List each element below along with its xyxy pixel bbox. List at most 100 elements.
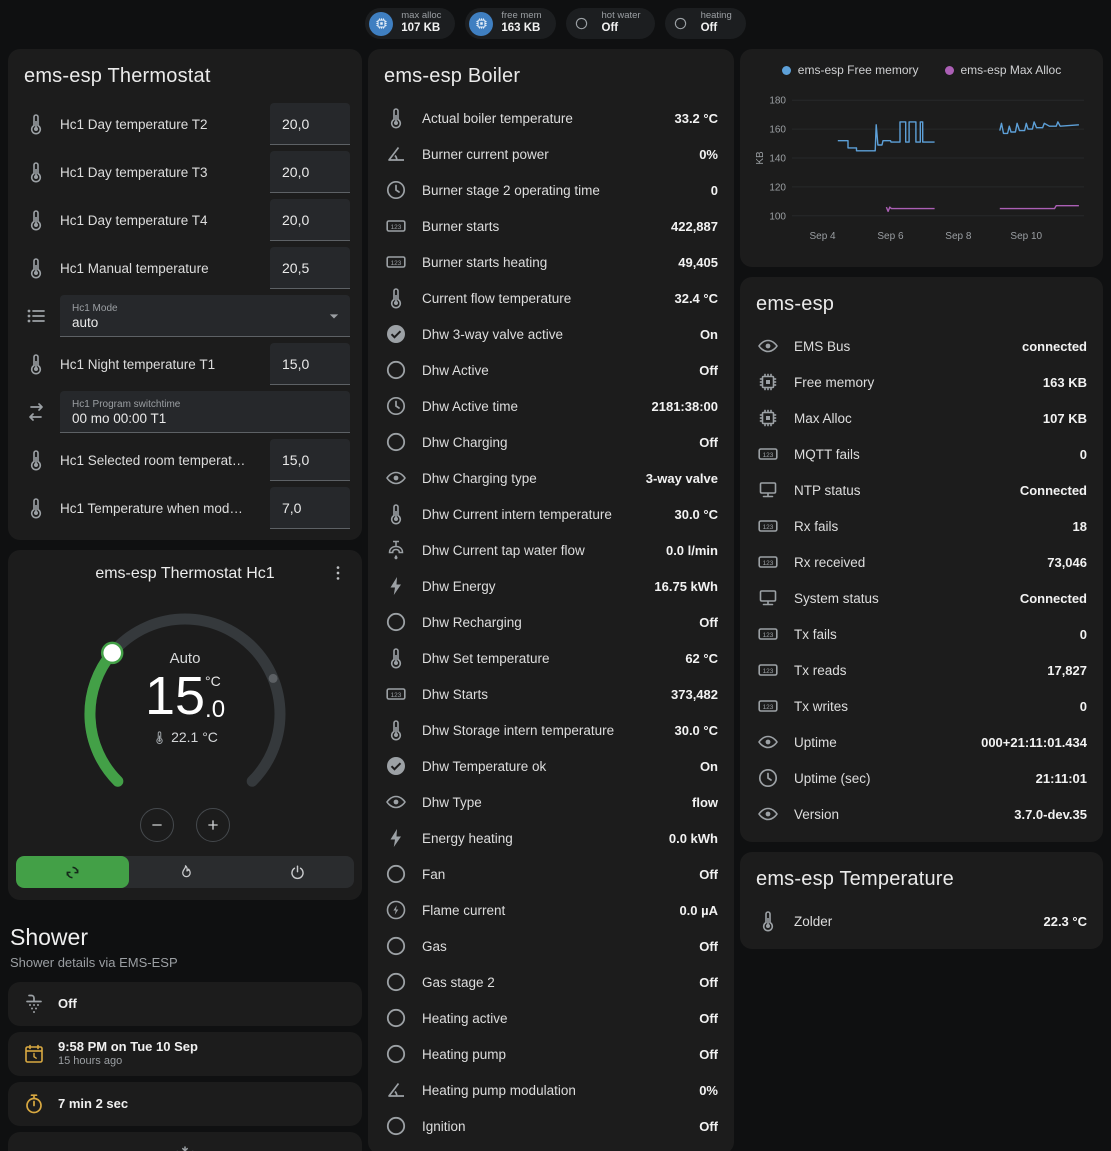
entity-row-dhw-current-tap-water-flow[interactable]: Dhw Current tap water flow 0.0 l/min [384,532,718,568]
shower-card-off[interactable]: Off [8,982,362,1026]
temp-increase-button[interactable] [196,808,230,842]
entity-row-max-alloc[interactable]: Max Alloc 107 KB [756,400,1087,436]
entity-row-free-memory[interactable]: Free memory 163 KB [756,364,1087,400]
entity-name: Dhw Recharging [422,614,522,630]
entity-row-hc1-day-temperature-t3[interactable]: Hc1 Day temperature T3 [24,148,350,196]
legend-item-ems-esp-max-alloc[interactable]: ems-esp Max Alloc [944,63,1061,77]
entity-name: Energy heating [422,830,513,846]
thermometer-icon [24,160,48,184]
dial-card-title: ems-esp Thermostat Hc1 [95,565,275,582]
badge-max-alloc[interactable]: max alloc 107 KB [365,8,456,39]
entity-row-uptime[interactable]: Uptime 000+21:11:01.434 [756,724,1087,760]
entity-row-fan[interactable]: Fan Off [384,856,718,892]
entity-row-hc1-manual-temperature[interactable]: Hc1 Manual temperature [24,244,350,292]
entity-row-heating-pump-modulation[interactable]: Heating pump modulation 0% [384,1072,718,1108]
shower-card-item[interactable] [8,1132,362,1151]
entity-row-ntp-status[interactable]: NTP status Connected [756,472,1087,508]
entity-row-flame-current[interactable]: Flame current 0.0 µA [384,892,718,928]
number-input[interactable] [270,439,350,481]
dial-arc [84,613,286,787]
entity-row-zolder[interactable]: Zolder 22.3 °C [756,903,1087,939]
entity-row-dhw-charging[interactable]: Dhw Charging Off [384,424,718,460]
badge-label: heating [700,10,732,22]
entity-row-dhw-active[interactable]: Dhw Active Off [384,352,718,388]
x-tick-label: Sep 4 [809,231,836,242]
chevron-down-icon [324,306,344,326]
entity-name: Dhw Current tap water flow [422,542,585,558]
entity-row-tx-reads[interactable]: 123 Tx reads 17,827 [756,652,1087,688]
entity-row-hc1-day-temperature-t4[interactable]: Hc1 Day temperature T4 [24,196,350,244]
legend-item-ems-esp-free-memory[interactable]: ems-esp Free memory [781,63,919,77]
entity-row-dhw-starts[interactable]: 123 Dhw Starts 373,482 [384,676,718,712]
entity-row-dhw-active-time[interactable]: Dhw Active time 2181:38:00 [384,388,718,424]
number-input[interactable] [270,199,350,241]
entity-name: Hc1 Day temperature T3 [60,164,208,180]
temp-decrease-button[interactable] [140,808,174,842]
entity-row-burner-current-power[interactable]: Burner current power 0% [384,136,718,172]
number-input[interactable] [270,343,350,385]
entity-row-hc1-program-switchtime[interactable]: Hc1 Program switchtime 00 mo 00:00 T1 [24,388,350,436]
mode-select[interactable]: Hc1 Mode auto [60,295,350,337]
badge-free-mem[interactable]: free mem 163 KB [465,8,556,39]
entity-name: Hc1 Day temperature T2 [60,116,208,132]
entity-row-actual-boiler-temperature[interactable]: Actual boiler temperature 33.2 °C [384,100,718,136]
entity-row-energy-heating[interactable]: Energy heating 0.0 kWh [384,820,718,856]
thermometer-icon [384,286,408,310]
entity-value: 3-way valve [645,470,718,486]
entity-row-dhw-temperature-ok[interactable]: Dhw Temperature ok On [384,748,718,784]
entity-row-mqtt-fails[interactable]: 123 MQTT fails 0 [756,436,1087,472]
number-input[interactable] [270,103,350,145]
entity-row-tx-fails[interactable]: 123 Tx fails 0 [756,616,1087,652]
entity-row-dhw-storage-intern-temperature[interactable]: Dhw Storage intern temperature 30.0 °C [384,712,718,748]
thermostat-dial[interactable]: Auto 15 °C .0 22.1 °C [65,594,305,842]
entity-row-dhw-recharging[interactable]: Dhw Recharging Off [384,604,718,640]
number-input[interactable] [270,487,350,529]
entity-row-heating-pump[interactable]: Heating pump Off [384,1036,718,1072]
entity-row-gas[interactable]: Gas Off [384,928,718,964]
entity-row-hc1-temperature-when-mod[interactable]: Hc1 Temperature when mod… [24,484,350,532]
entity-row-gas-stage-2[interactable]: Gas stage 2 Off [384,964,718,1000]
entity-value: 49,405 [678,254,718,270]
entity-row-rx-fails[interactable]: 123 Rx fails 18 [756,508,1087,544]
entity-row-burner-stage-2-operating-time[interactable]: Burner stage 2 operating time 0 [384,172,718,208]
entity-row-hc1-night-temperature-t1[interactable]: Hc1 Night temperature T1 [24,340,350,388]
more-options-button[interactable] [324,560,352,588]
badge-heating[interactable]: heating Off [664,8,746,39]
shower-card-7-min-2-sec[interactable]: 7 min 2 sec [8,1082,362,1126]
entity-row-ems-bus[interactable]: EMS Bus connected [756,328,1087,364]
entity-row-dhw-current-intern-temperature[interactable]: Dhw Current intern temperature 30.0 °C [384,496,718,532]
circle-outline-icon [384,358,408,382]
entity-row-dhw-energy[interactable]: Dhw Energy 16.75 kWh [384,568,718,604]
entity-row-system-status[interactable]: System status Connected [756,580,1087,616]
number-input[interactable] [270,247,350,289]
entity-row-burner-starts[interactable]: 123 Burner starts 422,887 [384,208,718,244]
entity-row-dhw-type[interactable]: Dhw Type flow [384,784,718,820]
entity-row-dhw-3-way-valve-active[interactable]: Dhw 3-way valve active On [384,316,718,352]
mode-off-button[interactable] [241,856,354,888]
shower-card-9-58-pm-on-tue-10-sep[interactable]: 9:58 PM on Tue 10 Sep 15 hours ago [8,1032,362,1076]
entity-row-dhw-set-temperature[interactable]: Dhw Set temperature 62 °C [384,640,718,676]
entity-row-rx-received[interactable]: 123 Rx received 73,046 [756,544,1087,580]
card-title: ems-esp Boiler [384,65,521,87]
field-value: auto [72,315,99,330]
mode-heat-button[interactable] [129,856,242,888]
thermometer-icon [24,112,48,136]
entity-row-hc1-selected-room-temperat[interactable]: Hc1 Selected room temperat… [24,436,350,484]
text-field[interactable]: Hc1 Program switchtime 00 mo 00:00 T1 [60,391,350,433]
entity-row-uptime-sec[interactable]: Uptime (sec) 21:11:01 [756,760,1087,796]
entity-row-version[interactable]: Version 3.7.0-dev.35 [756,796,1087,832]
entity-row-current-flow-temperature[interactable]: Current flow temperature 32.4 °C [384,280,718,316]
entity-name: Dhw Active [422,362,489,378]
entity-row-tx-writes[interactable]: 123 Tx writes 0 [756,688,1087,724]
number-input[interactable] [270,151,350,193]
entity-row-heating-active[interactable]: Heating active Off [384,1000,718,1036]
mode-auto-button[interactable] [16,856,129,888]
entity-row-hc1-day-temperature-t2[interactable]: Hc1 Day temperature T2 [24,100,350,148]
entity-row-hc1-mode[interactable]: Hc1 Mode auto [24,292,350,340]
entity-row-ignition[interactable]: Ignition Off [384,1108,718,1144]
entity-row-dhw-charging-type[interactable]: Dhw Charging type 3-way valve [384,460,718,496]
entity-row-burner-starts-heating[interactable]: 123 Burner starts heating 49,405 [384,244,718,280]
badge-value: Off [601,22,619,35]
badge-hot-water[interactable]: hot water Off [565,8,655,39]
entity-name: Dhw Charging [422,434,508,450]
